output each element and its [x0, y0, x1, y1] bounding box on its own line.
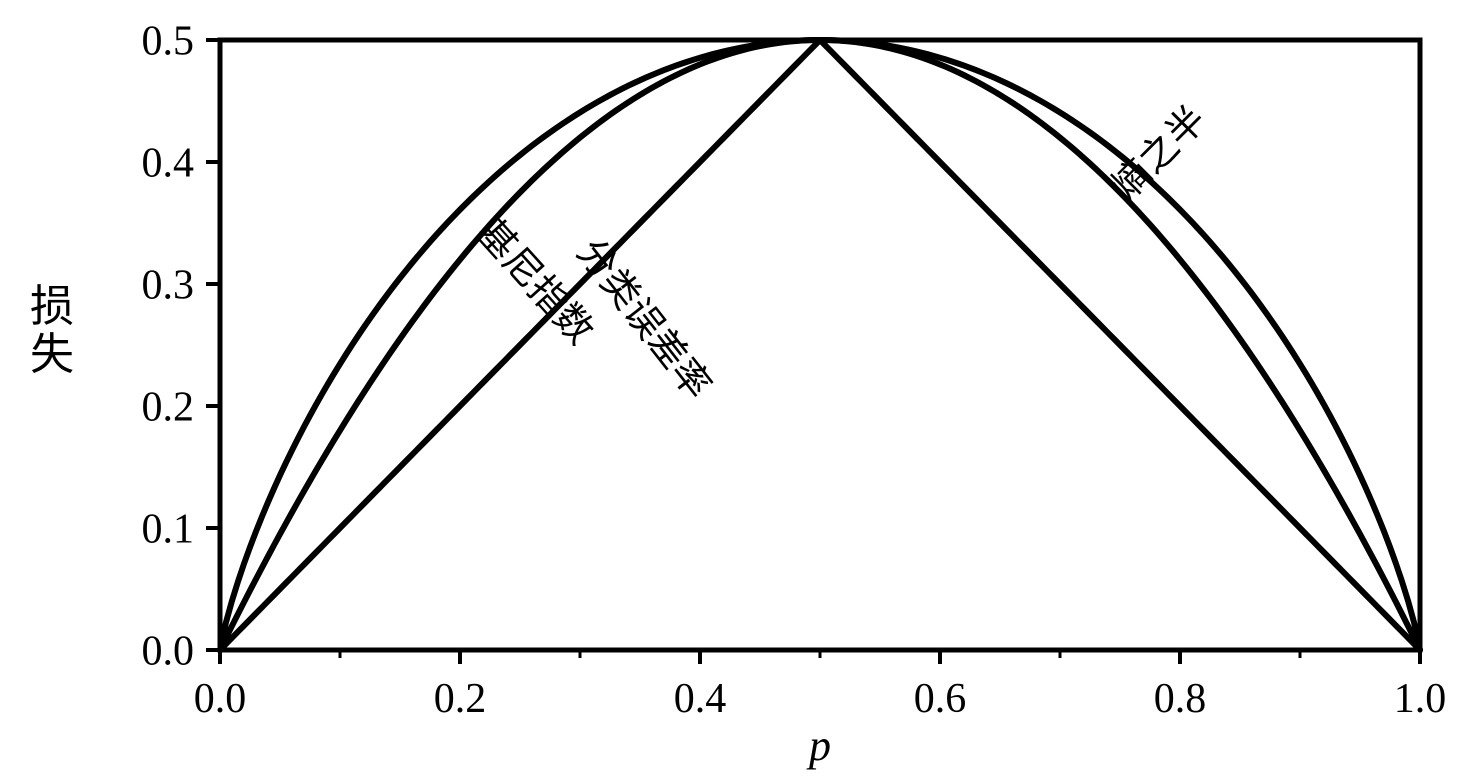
x-tick-label: 1.0 — [1394, 676, 1447, 722]
x-tick-label: 0.6 — [914, 676, 967, 722]
plot-border — [220, 40, 1420, 650]
curve-half_entropy — [220, 40, 1420, 650]
x-tick-label: 0.0 — [194, 676, 247, 722]
curve-misclassification — [220, 40, 1420, 650]
x-tick-label: 0.4 — [674, 676, 727, 722]
x-tick-label: 0.8 — [1154, 676, 1207, 722]
y-axis-label: 损失 — [30, 282, 74, 379]
x-axis-label: p — [806, 721, 831, 770]
y-tick-label: 0.3 — [142, 263, 195, 309]
y-tick-label: 0.2 — [142, 385, 195, 431]
x-tick-label: 0.2 — [434, 676, 487, 722]
curve-gini — [220, 40, 1420, 650]
svg-text:损: 损 — [30, 282, 74, 331]
y-tick-label: 0.0 — [142, 629, 195, 675]
y-tick-label: 0.1 — [142, 507, 195, 553]
y-tick-label: 0.4 — [142, 141, 195, 187]
y-tick-label: 0.5 — [142, 19, 195, 65]
loss-functions-chart: 0.00.20.40.60.81.00.00.10.20.30.40.5p损失熵… — [0, 0, 1457, 780]
chart-svg: 0.00.20.40.60.81.00.00.10.20.30.40.5p损失熵… — [0, 0, 1457, 780]
svg-text:失: 失 — [30, 330, 74, 379]
